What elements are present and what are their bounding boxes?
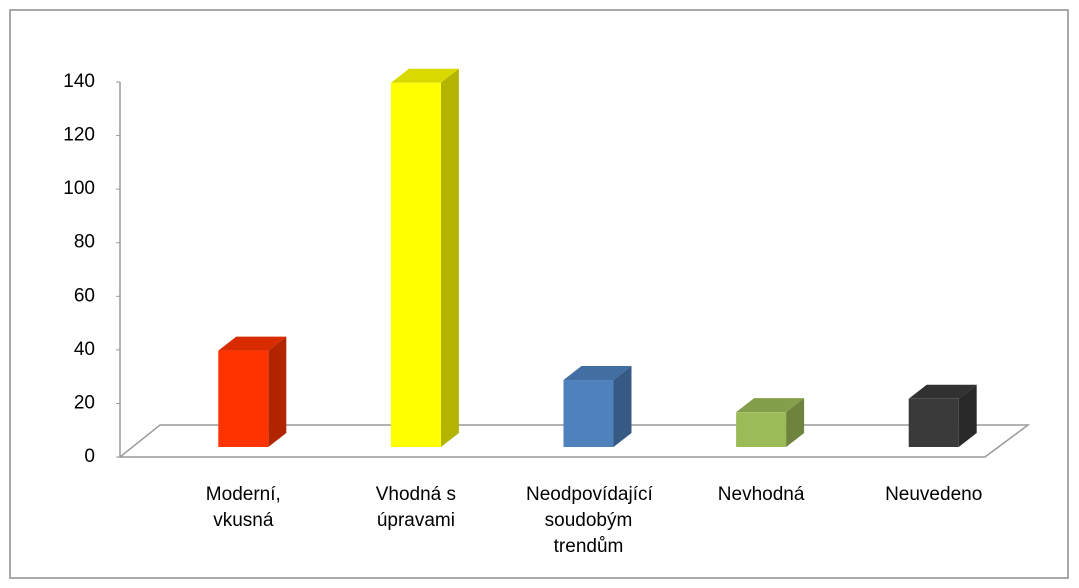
x-tick-label: Vhodná s úpravami <box>375 484 457 531</box>
chart-border <box>9 9 1069 579</box>
bar-side <box>958 384 977 447</box>
x-tick-label: Neuvedeno <box>885 484 983 505</box>
y-tick-label: 60 <box>74 285 95 306</box>
bar-side <box>440 68 459 447</box>
bar <box>563 380 614 447</box>
x-tick-label: Neodpovídající soudobým trendům <box>526 484 653 557</box>
floor <box>117 424 1031 458</box>
y-tick-label: 20 <box>74 392 95 413</box>
bar-top <box>563 366 632 381</box>
bar <box>736 412 787 447</box>
bar <box>218 350 269 447</box>
y-tick-label: 120 <box>63 125 95 146</box>
y-tick-label: 140 <box>63 71 95 92</box>
bar-side <box>268 336 287 447</box>
bar-top <box>218 336 287 351</box>
y-tick-label: 80 <box>74 232 95 253</box>
bar <box>908 398 959 447</box>
y-tick-label: 40 <box>74 339 95 360</box>
x-tick-label: Nevhodná <box>717 484 805 505</box>
y-tick-label: 100 <box>63 178 95 199</box>
bar-top <box>390 68 459 83</box>
bar-top <box>736 398 805 413</box>
y-tick-label: 0 <box>84 446 95 467</box>
bar-side <box>786 398 805 447</box>
bar <box>390 82 441 447</box>
x-tick-label: Moderní, vkusná <box>205 484 281 531</box>
bar-side <box>613 366 632 447</box>
bar-top <box>908 384 977 399</box>
